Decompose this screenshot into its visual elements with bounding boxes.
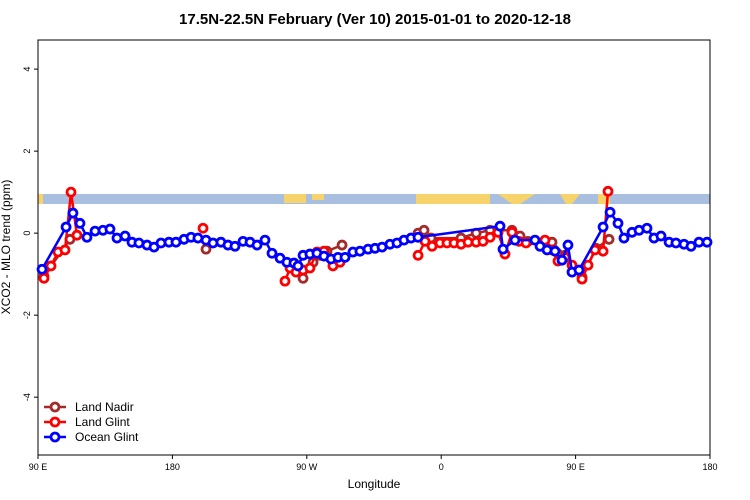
data-point xyxy=(81,231,93,243)
data-point xyxy=(573,264,585,276)
legend-label: Ocean Glint xyxy=(75,430,139,444)
data-point xyxy=(494,220,506,232)
data-point xyxy=(67,207,79,219)
data-point xyxy=(412,231,424,243)
data-point xyxy=(251,239,263,251)
series xyxy=(36,206,713,278)
data-point xyxy=(576,273,588,285)
land-patch xyxy=(498,194,535,204)
x-axis-label: Longitude xyxy=(348,477,401,491)
y-tick-label: 4 xyxy=(22,67,32,72)
data-point xyxy=(74,217,86,229)
data-point xyxy=(65,186,77,198)
data-point xyxy=(292,260,304,272)
data-point xyxy=(497,243,509,255)
land-patch xyxy=(416,194,490,204)
x-tick-label: 180 xyxy=(702,462,717,472)
data-point xyxy=(509,234,521,246)
y-tick-label: -2 xyxy=(22,311,32,319)
x-tick-label: 0 xyxy=(439,462,444,472)
x-tick-label: 90 W xyxy=(296,462,318,472)
land-patch xyxy=(284,194,306,203)
data-point xyxy=(412,249,424,261)
data-point xyxy=(618,232,630,244)
chart-title: 17.5N-22.5N February (Ver 10) 2015-01-01… xyxy=(179,11,571,28)
data-point xyxy=(602,185,614,197)
data-point xyxy=(603,233,615,245)
y-axis-label: XCO2 - MLO trend (ppm) xyxy=(0,180,13,315)
legend-label: Land Nadir xyxy=(75,400,134,414)
data-point xyxy=(597,221,609,233)
land-patch xyxy=(312,194,324,200)
data-point xyxy=(701,236,713,248)
data-point xyxy=(641,222,653,234)
data-point xyxy=(60,221,72,233)
data-point xyxy=(71,229,83,241)
data-point xyxy=(418,224,430,236)
legend-marker xyxy=(49,431,61,443)
data-point xyxy=(562,239,574,251)
data-point xyxy=(38,272,50,284)
data-point xyxy=(304,262,316,274)
x-tick-label: 90 E xyxy=(29,462,48,472)
data-point xyxy=(582,259,594,271)
data-point xyxy=(259,234,271,246)
x-tick-label: 180 xyxy=(165,462,180,472)
data-point xyxy=(336,239,348,251)
data-point xyxy=(655,230,667,242)
data-point xyxy=(119,230,131,242)
data-point xyxy=(670,237,682,249)
ocean-strip xyxy=(38,194,710,204)
legend-label: Land Glint xyxy=(75,415,130,429)
data-point xyxy=(279,275,291,287)
y-tick-label: 2 xyxy=(22,149,32,154)
surface-strip xyxy=(38,194,710,204)
data-point xyxy=(556,254,568,266)
data-point xyxy=(36,263,48,275)
data-point xyxy=(197,222,209,234)
plot-frame xyxy=(37,39,711,456)
data-point xyxy=(266,247,278,259)
legend-marker xyxy=(49,401,61,413)
land-patch xyxy=(38,194,43,204)
data-point xyxy=(612,217,624,229)
data-point xyxy=(59,244,71,256)
data-point xyxy=(339,251,351,263)
data-point xyxy=(45,260,57,272)
data-point xyxy=(484,231,496,243)
legend-marker xyxy=(49,416,61,428)
y-tick-label: 0 xyxy=(22,231,32,236)
data-point xyxy=(685,240,697,252)
y-tick-label: -4 xyxy=(22,393,32,401)
data-point xyxy=(604,206,616,218)
x-tick-label: 90 E xyxy=(566,462,585,472)
data-point xyxy=(104,223,116,235)
data-point xyxy=(549,245,561,257)
data-point xyxy=(229,240,241,252)
land-patch xyxy=(598,194,610,204)
land-patch xyxy=(560,194,580,204)
data-point xyxy=(597,245,609,257)
